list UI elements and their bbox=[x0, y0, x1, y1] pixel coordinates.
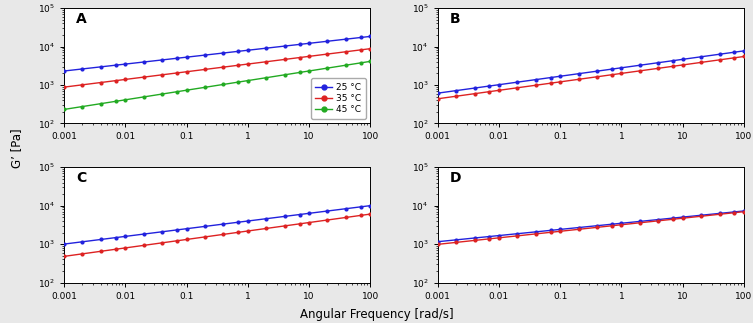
Text: Angular Frequency [rad/s]: Angular Frequency [rad/s] bbox=[300, 308, 453, 321]
Text: D: D bbox=[450, 171, 462, 185]
Text: A: A bbox=[76, 12, 87, 26]
Text: B: B bbox=[450, 12, 461, 26]
Text: C: C bbox=[76, 171, 87, 185]
Text: G’ [Pa]: G’ [Pa] bbox=[10, 129, 23, 168]
Legend: 25 °C, 35 °C, 45 °C: 25 °C, 35 °C, 45 °C bbox=[311, 78, 366, 119]
